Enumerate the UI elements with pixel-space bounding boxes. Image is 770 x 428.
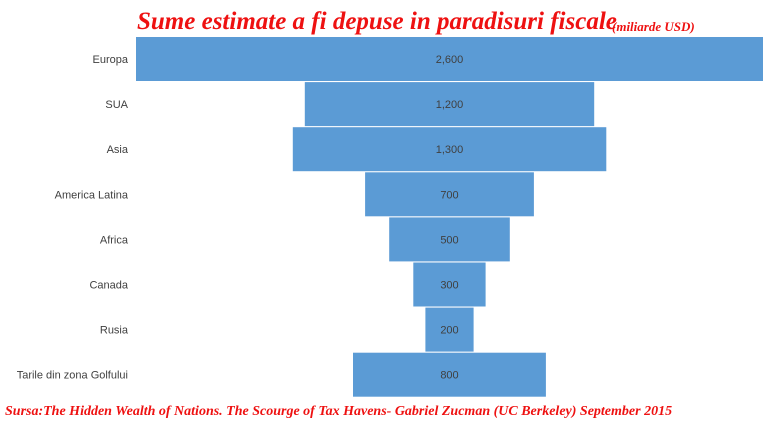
category-label-4: Africa [100, 234, 129, 246]
bar-0 [136, 37, 763, 81]
chart-subtitle: (miliarde USD) [612, 19, 695, 34]
value-label-0: 2,600 [436, 54, 464, 66]
bar-5 [413, 262, 486, 307]
category-label-7: Tarile din zona Golfului [17, 370, 128, 382]
value-label-2: 1,300 [436, 144, 464, 156]
value-label-5: 300 [440, 280, 458, 292]
bar-2 [292, 127, 607, 172]
chart-title: Sume estimate a fi depuse in paradisuri … [137, 8, 617, 35]
category-label-1: SUA [105, 99, 128, 111]
category-label-2: Asia [107, 144, 129, 156]
bar-3 [365, 172, 534, 217]
value-label-1: 1,200 [436, 99, 464, 111]
bar-7 [353, 352, 546, 397]
value-label-3: 700 [440, 189, 458, 201]
bar-4 [389, 217, 510, 262]
bar-1 [304, 82, 595, 127]
category-label-5: Canada [89, 280, 128, 292]
value-label-7: 800 [440, 370, 458, 382]
source-note: Sursa:The Hidden Wealth of Nations. The … [5, 404, 673, 419]
category-label-3: America Latina [55, 189, 129, 201]
category-label-6: Rusia [100, 325, 129, 337]
category-label-0: Europa [93, 54, 129, 66]
bar-6 [425, 307, 474, 352]
value-label-4: 500 [440, 234, 458, 246]
value-label-6: 200 [440, 325, 458, 337]
